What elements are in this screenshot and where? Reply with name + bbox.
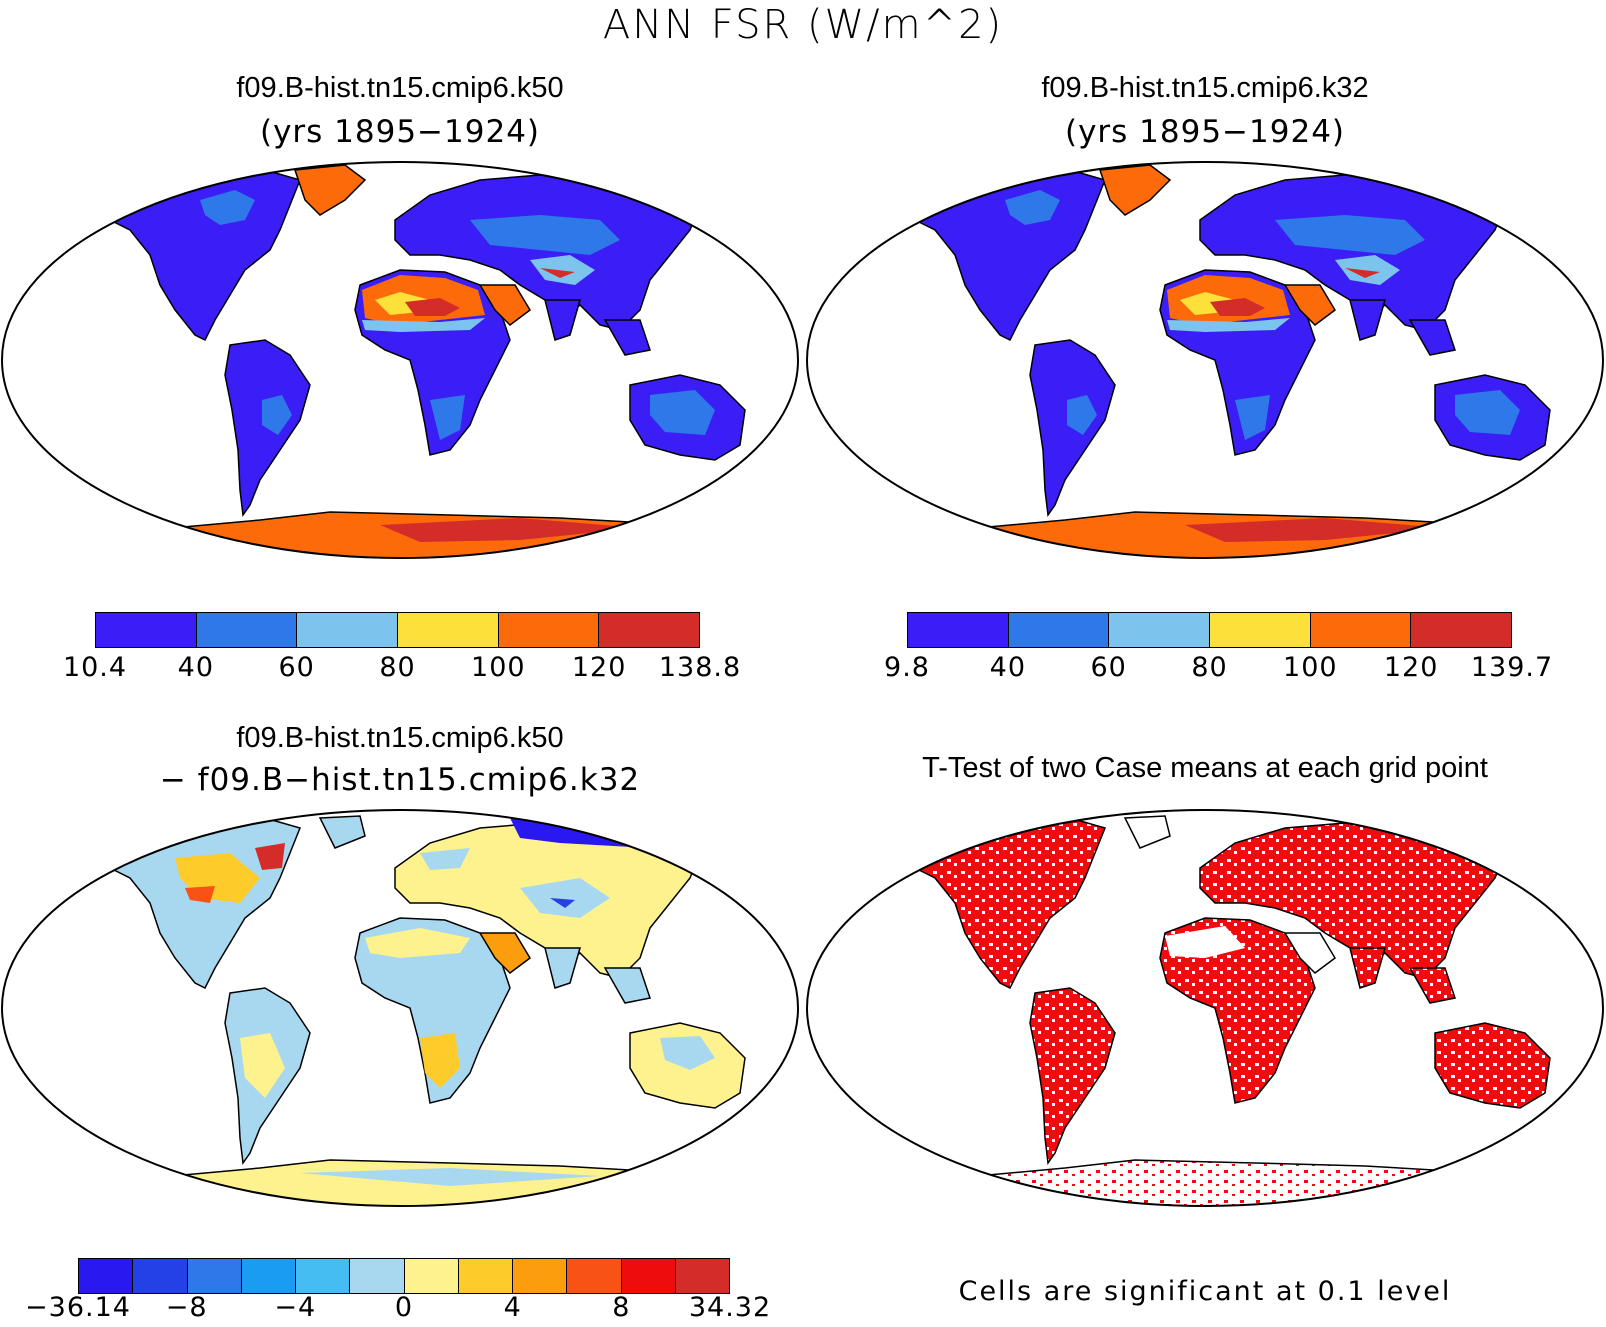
panel2-title: f09.B-hist.tn15.cmip6.k32	[1041, 72, 1369, 104]
colorbar-tick: 139.7	[1470, 652, 1554, 683]
panel1-map	[1, 161, 799, 559]
panel2-colorbar	[907, 612, 1512, 648]
panel3-title: f09.B-hist.tn15.cmip6.k50	[236, 722, 564, 754]
colorbar-cell	[1109, 613, 1211, 647]
colorbar-cell	[404, 1259, 459, 1293]
panel4-title: T-Test of two Case means at each grid po…	[922, 752, 1488, 784]
colorbar-cell	[296, 1259, 351, 1293]
colorbar-tick: 80	[1191, 652, 1228, 683]
colorbar-cell	[1411, 613, 1512, 647]
colorbar-tick: 60	[278, 652, 315, 683]
colorbar-cell	[513, 1259, 568, 1293]
panel3-map	[1, 809, 799, 1207]
panel1-subtitle: (yrs 1895−1924)	[259, 114, 541, 150]
colorbar-tick: −4	[274, 1292, 317, 1323]
colorbar-tick: 40	[177, 652, 215, 683]
colorbar-cell	[1310, 613, 1412, 647]
colorbar-tick: 100	[1283, 652, 1338, 683]
arabia	[478, 284, 531, 326]
colorbar-tick: 60	[1090, 652, 1127, 683]
colorbar-tick: 8	[612, 1292, 631, 1323]
colorbar-tick: 138.8	[658, 652, 742, 683]
panel1-colorbar	[95, 612, 700, 648]
colorbar-tick: 120	[571, 652, 627, 683]
colorbar-cell	[621, 1259, 676, 1293]
colorbar-cell	[908, 613, 1009, 647]
colorbar-cell	[567, 1259, 622, 1293]
significance-note: Cells are significant at 0.1 level	[958, 1276, 1452, 1307]
colorbar-tick: 34.32	[688, 1292, 772, 1323]
colorbar-cell	[196, 613, 298, 647]
colorbar-cell	[350, 1259, 405, 1293]
colorbar-tick: −8	[165, 1292, 208, 1323]
antarctica	[2, 511, 798, 558]
colorbar-tick: 40	[989, 652, 1027, 683]
colorbar-cell	[79, 1259, 134, 1293]
panel1-title: f09.B-hist.tn15.cmip6.k50	[236, 72, 564, 104]
colorbar-cell	[1008, 613, 1110, 647]
colorbar-cell	[599, 613, 700, 647]
colorbar-tick: 9.8	[884, 652, 930, 683]
colorbar-cell	[1210, 613, 1311, 647]
colorbar-cell	[133, 1259, 188, 1293]
colorbar-cell	[458, 1259, 513, 1293]
colorbar-tick: 80	[379, 652, 416, 683]
colorbar-tick: 100	[471, 652, 526, 683]
colorbar-cell	[398, 613, 499, 647]
colorbar-cell	[297, 613, 399, 647]
colorbar-cell	[96, 613, 197, 647]
panel3-subtitle: − f09.B−hist.tn15.cmip6.k32	[159, 762, 641, 798]
colorbar-tick: −36.14	[25, 1292, 131, 1323]
colorbar-tick: 120	[1383, 652, 1439, 683]
colorbar-cell	[241, 1259, 296, 1293]
panel2-subtitle: (yrs 1895−1924)	[1064, 114, 1346, 150]
figure-title: ANN FSR (W/m^2)	[602, 2, 1004, 48]
colorbar-cell	[498, 613, 600, 647]
greenland	[293, 164, 367, 216]
colorbar-tick: 4	[503, 1292, 522, 1323]
panel4-map	[806, 809, 1604, 1207]
panel2-map	[806, 161, 1604, 559]
colorbar-cell	[675, 1259, 729, 1293]
colorbar-tick: 0	[394, 1292, 414, 1323]
panel3-colorbar	[78, 1258, 730, 1294]
colorbar-tick: 10.4	[62, 652, 128, 683]
colorbar-cell	[187, 1259, 242, 1293]
